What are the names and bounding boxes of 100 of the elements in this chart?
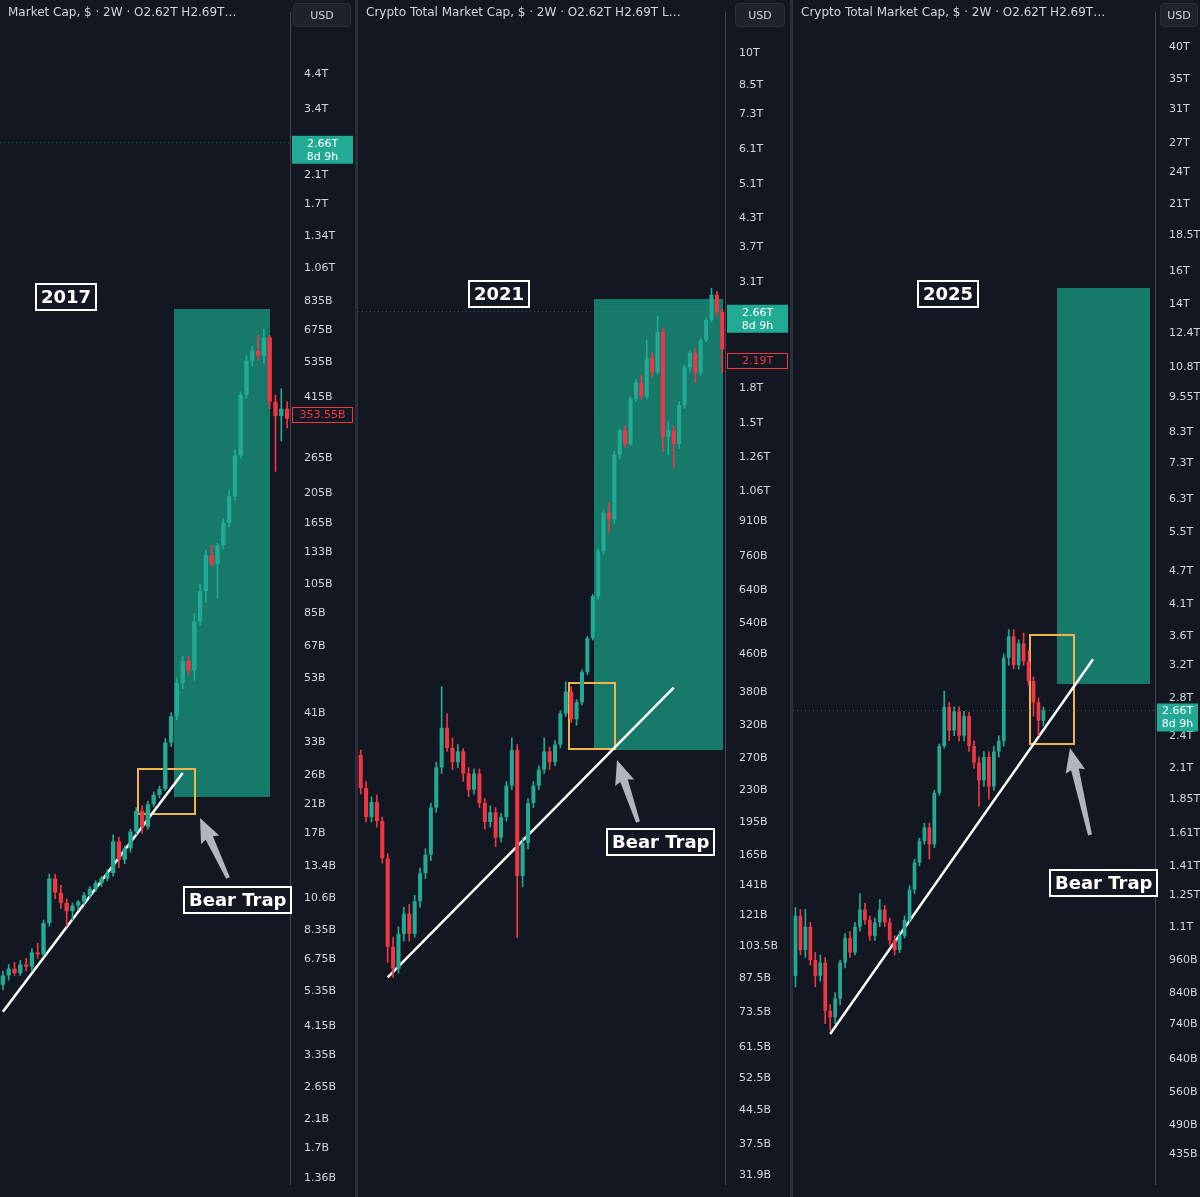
y-tick-label: 560B <box>1169 1084 1198 1098</box>
chart-title: Crypto Total Market Cap, $ · 2W · O2.62T H2.69T L… <box>366 5 681 19</box>
y-tick-label: 33B <box>304 735 326 749</box>
y-tick-label: 3.35B <box>304 1047 337 1061</box>
y-tick-label: 380B <box>739 684 768 698</box>
y-tick-label: 1.06T <box>739 484 771 498</box>
y-tick-label: 640B <box>739 582 768 596</box>
y-tick-label: 1.8T <box>739 380 764 394</box>
y-tick-label: 8.3T <box>1169 424 1194 438</box>
y-tick-label: 3.1T <box>739 274 764 288</box>
y-tick-label: 44.5B <box>739 1103 772 1117</box>
y-tick-label: 8.35B <box>304 923 337 937</box>
y-tick-label: 21B <box>304 797 326 811</box>
y-tick-label: 5.5T <box>1169 525 1194 539</box>
annotation: Bear Trap <box>183 886 293 914</box>
y-tick-label: 26B <box>304 767 326 781</box>
y-tick-label: 3.6T <box>1169 629 1194 643</box>
y-tick-label: 8.5T <box>739 77 764 91</box>
y-tick-label: 5.35B <box>304 983 337 997</box>
y-tick-label: 67B <box>304 638 326 652</box>
y-tick-label: 16T <box>1169 264 1190 278</box>
y-tick-label: 24T <box>1169 164 1190 178</box>
annotation: 2021 <box>468 280 531 308</box>
y-tick-label: 165B <box>304 515 333 529</box>
ref-line-label: 2.66T 8d 9h <box>741 305 774 332</box>
y-tick-label: 910B <box>739 514 768 528</box>
y-tick-label: 1.25T <box>1169 888 1200 902</box>
ref-line-label: 2.66T 8d 9h <box>1161 704 1194 731</box>
annotation: 2025 <box>917 280 980 308</box>
y-tick-label: 40T <box>1169 39 1190 53</box>
y-tick-label: 18.5T <box>1169 228 1200 242</box>
y-tick-label: 12.4T <box>1169 326 1200 340</box>
y-tick-label: 3.4T <box>304 102 329 116</box>
y-tick-label: 10T <box>739 45 760 59</box>
y-tick-label: 10.8T <box>1169 360 1200 374</box>
y-tick-label: 121B <box>739 908 768 922</box>
y-tick-label: 1.36B <box>304 1171 337 1185</box>
y-tick-label: 1.85T <box>1169 792 1200 806</box>
y-tick-label: 10.6B <box>304 890 337 904</box>
y-tick-label: 4.4T <box>304 66 329 80</box>
y-tick-label: 53B <box>304 670 326 684</box>
y-tick-label: 27T <box>1169 135 1190 149</box>
annotation: 2017 <box>35 283 98 311</box>
y-tick-label: 4.7T <box>1169 563 1194 577</box>
y-tick-label: 87.5B <box>739 971 772 985</box>
text: 2.19T <box>727 353 788 369</box>
y-tick-label: 230B <box>739 782 768 796</box>
y-tick-label: 1.5T <box>739 416 764 430</box>
y-tick-label: 195B <box>739 814 768 828</box>
y-tick-label: 460B <box>739 647 768 661</box>
y-tick-label: 435B <box>1169 1146 1198 1160</box>
y-tick-label: 535B <box>304 354 333 368</box>
chart-title: Crypto Total Market Cap, $ · 2W · O2.62T H2.69T… <box>801 5 1106 19</box>
y-tick-label: 3.7T <box>739 240 764 254</box>
y-tick-label: 540B <box>739 615 768 629</box>
y-tick-label: 640B <box>1169 1052 1198 1066</box>
y-tick-label: 1.41T <box>1169 858 1200 872</box>
y-tick-label: 5.1T <box>739 177 764 191</box>
y-tick-label: 7.3T <box>1169 456 1194 470</box>
y-tick-label: 960B <box>1169 952 1198 966</box>
y-tick-label: 17B <box>304 826 326 840</box>
y-tick-label: 6.1T <box>739 142 764 156</box>
y-tick-label: 740B <box>1169 1016 1198 1030</box>
y-tick-label: 4.3T <box>739 210 764 224</box>
y-tick-label: 1.26T <box>739 450 771 464</box>
y-tick-label: 61.5B <box>739 1040 772 1054</box>
y-tick-label: 270B <box>739 751 768 765</box>
y-tick-label: 14T <box>1169 296 1190 310</box>
y-tick-label: 31.9B <box>739 1168 772 1182</box>
text: USD <box>735 3 785 27</box>
y-tick-label: 1.7B <box>304 1140 330 1154</box>
y-tick-label: 2.1T <box>304 167 329 181</box>
y-tick-label: 2.4T <box>1169 728 1194 742</box>
y-tick-label: 2.1T <box>1169 761 1194 775</box>
y-tick-label: 415B <box>304 389 333 403</box>
y-tick-label: 2.8T <box>1169 690 1194 704</box>
y-tick-label: 1.61T <box>1169 826 1200 840</box>
y-tick-label: 6.3T <box>1169 492 1194 506</box>
y-tick-label: 7.3T <box>739 107 764 121</box>
y-tick-label: 52.5B <box>739 1071 772 1085</box>
y-tick-label: 205B <box>304 485 333 499</box>
y-tick-label: 41B <box>304 705 326 719</box>
y-tick-label: 490B <box>1169 1117 1198 1131</box>
y-tick-label: 105B <box>304 577 333 591</box>
y-tick-label: 103.5B <box>739 938 779 952</box>
y-tick-label: 2.65B <box>304 1079 337 1093</box>
y-tick-label: 37.5B <box>739 1136 772 1150</box>
y-tick-label: 4.1T <box>1169 597 1194 611</box>
y-tick-label: 31T <box>1169 102 1190 116</box>
y-tick-label: 835B <box>304 293 333 307</box>
y-tick-label: 3.2T <box>1169 658 1194 672</box>
y-tick-label: 85B <box>304 606 326 620</box>
y-tick-label: 320B <box>739 718 768 732</box>
y-tick-label: 265B <box>304 450 333 464</box>
text: USD <box>293 3 351 27</box>
y-tick-label: 760B <box>739 549 768 563</box>
y-tick-label: 675B <box>304 323 333 337</box>
y-tick-label: 1.1T <box>1169 919 1194 933</box>
ref-line-label: 2.66T 8d 9h <box>306 136 339 163</box>
y-tick-label: 1.7T <box>304 196 329 210</box>
